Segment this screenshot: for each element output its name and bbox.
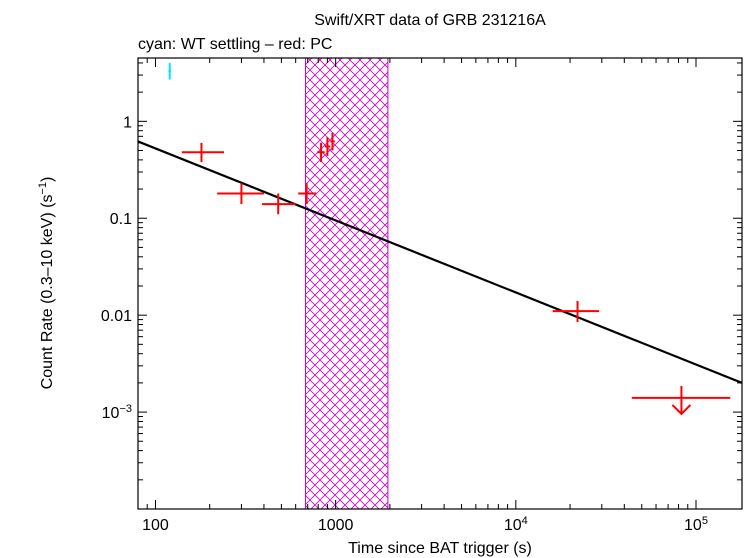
y-tick-label: 0.01 [101,308,132,325]
y-tick-label: 10−3 [102,403,132,422]
data-point-pc [324,137,331,156]
data-point-pc [217,183,264,205]
x-axis-label: Time since BAT trigger (s) [348,540,532,557]
plot-frame [137,57,743,510]
x-tick-label-sup: 5 [702,515,708,527]
y-tick-label: 0.1 [110,211,132,228]
chart-title: Swift/XRT data of GRB 231216A [314,12,546,29]
y-tick-label-sup: −3 [119,403,132,415]
y-axis-label: Count Rate (0.3–10 keV) (s−1) [37,177,56,390]
data-point-wt-settling [168,62,172,80]
data-point-pc [552,300,600,322]
fit-line [137,140,743,384]
x-tick-label-sup: 4 [522,515,528,527]
chart-subtitle: cyan: WT settling – red: PC [138,36,332,53]
y-axis-label-end: ) [39,177,56,182]
x-tick-label: 100 [142,517,169,534]
y-tick-label: 1 [123,114,132,131]
y-axis-label-main: Count Rate (0.3–10 keV) (s [39,195,56,390]
y-axis-label-sup: −1 [37,182,49,195]
data-point-pc [261,193,296,215]
data-point-pc [330,132,335,151]
upper-limit-arrow [671,404,692,416]
x-tick-label: 105 [684,515,708,534]
data-point-pc [181,142,224,163]
data-point-pc [317,142,325,163]
shaded-region [304,57,389,510]
upper-limit-point [631,385,731,416]
data-point-pc [298,183,317,205]
x-tick-label: 104 [504,515,528,534]
x-tick-label: 1000 [318,517,354,534]
